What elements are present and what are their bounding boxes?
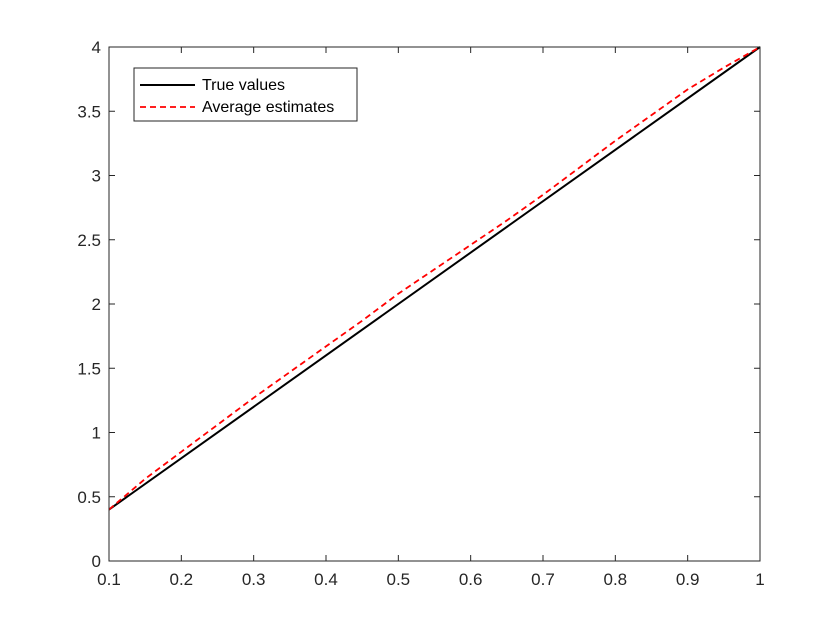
y-tick-label: 4	[92, 38, 101, 57]
x-tick-label: 0.2	[170, 570, 194, 589]
y-tick-label: 2.5	[77, 231, 101, 250]
x-tick-label: 0.5	[387, 570, 411, 589]
x-tick-label: 0.6	[459, 570, 483, 589]
series-line-average-estimates	[108, 46, 761, 511]
x-tick-label: 0.3	[242, 570, 266, 589]
legend: True values Average estimates	[133, 67, 358, 122]
x-tick-label: 0.1	[97, 570, 121, 589]
y-tick-label: 0.5	[77, 488, 101, 507]
y-tick-label: 3.5	[77, 102, 101, 121]
legend-label: True values	[202, 77, 285, 94]
x-tick-label: 0.8	[604, 570, 628, 589]
x-tick-label: 0.4	[314, 570, 338, 589]
x-tick-label: 0.9	[676, 570, 700, 589]
legend-label: Average estimates	[202, 99, 334, 116]
x-tick-label: 1	[755, 570, 764, 589]
y-tick-label: 3	[92, 167, 101, 186]
y-tick-label: 1.5	[77, 359, 101, 378]
axes-layer: 0.1 0.2 0.3 0.4 0.5 0.6 0.7 0.8 0.9 1 0 0.5 1 1.5 2 2.5…	[77, 38, 764, 589]
plot-area	[109, 47, 760, 561]
series-layer	[108, 46, 761, 511]
legend-box	[133, 67, 358, 122]
x-tick-label: 0.7	[531, 570, 555, 589]
y-tick-label: 1	[92, 424, 101, 443]
series-line-true-values	[108, 46, 761, 511]
y-tick-label: 2	[92, 295, 101, 314]
y-tick-label: 0	[92, 552, 101, 571]
